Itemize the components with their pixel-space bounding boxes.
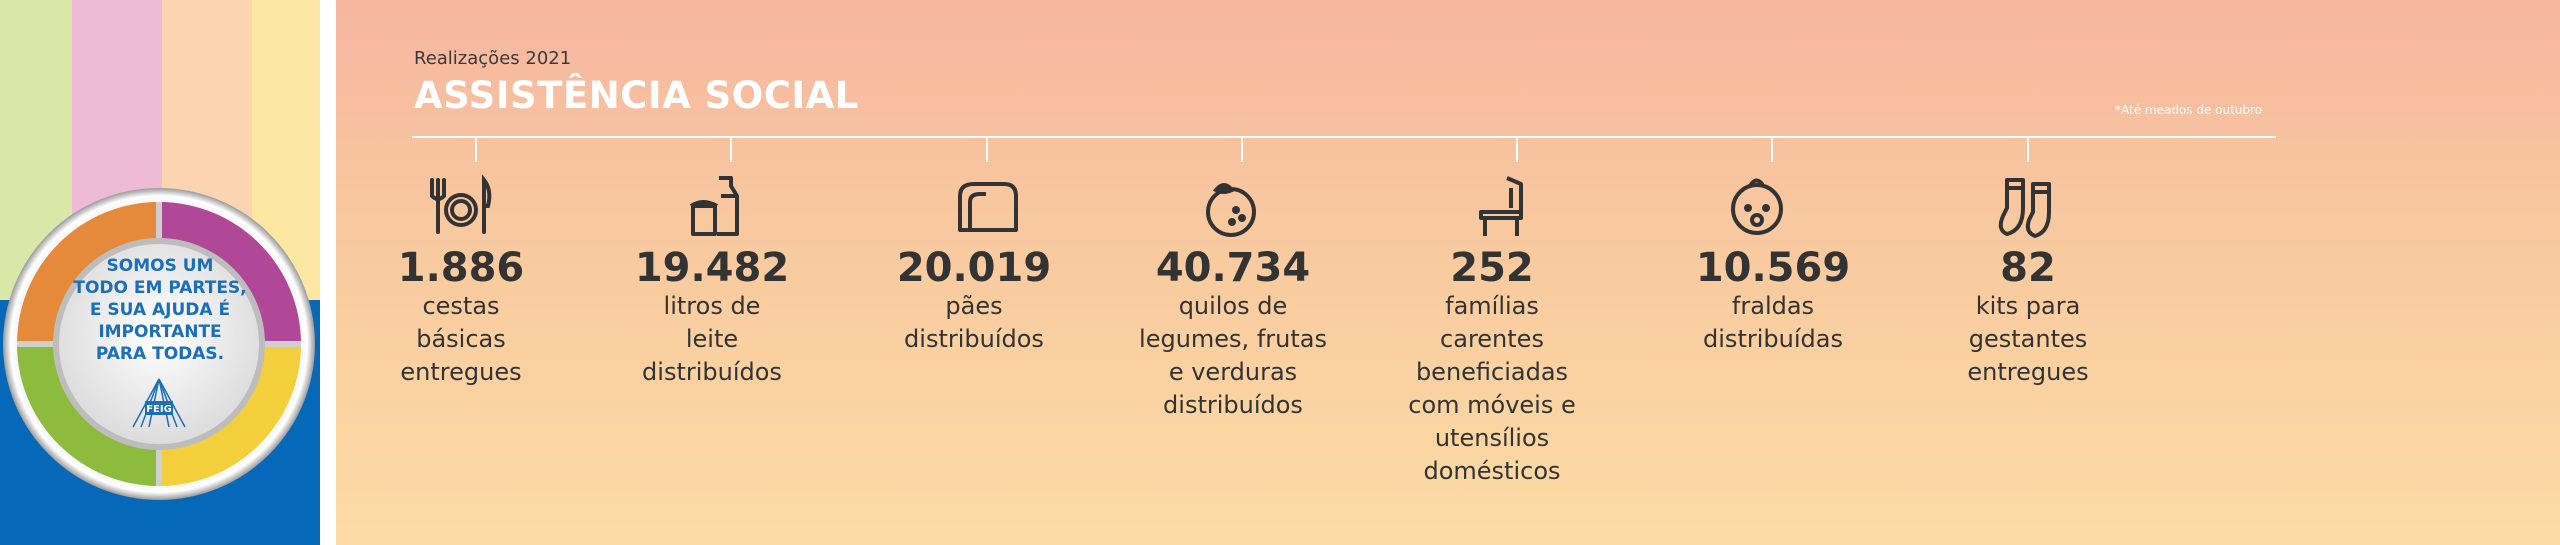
stat-label-line: famílias [1445,292,1539,320]
stat-item: 40.734 quilos de legumes, frutas e verdu… [1103,0,1363,422]
stat-label-line: distribuídos [1163,391,1303,419]
stat-item: 19.482 litros de leite distribuídos [582,0,842,389]
stat-item: 20.019 pães distribuídos [844,0,1104,356]
stat-label-line: e verduras [1168,358,1298,386]
stat-item: 1.886 cestas básicas entregues [331,0,591,389]
stat-value: 1.886 [397,245,525,291]
circle-text-line: IMPORTANTE [98,322,222,342]
timeline-tick [986,136,988,162]
stat-label-line: fraldas [1731,292,1815,320]
stat-value: 10.569 [1695,245,1851,291]
feig-logo-icon: FEIG [132,378,186,428]
footnote: *Até meados de outubro [2115,103,2263,117]
stat-label-line: entregues [1967,358,2089,386]
baby-face-icon [1722,172,1792,242]
stat-label-line: pães [945,292,1003,320]
stat-label-line: domésticos [1423,457,1561,485]
stat-label-line: distribuídas [1703,325,1843,353]
timeline-tick [1771,136,1773,162]
logo-text: FEIG [146,404,172,415]
stat-value: 19.482 [634,245,790,291]
stat-label-line: leite [685,325,739,353]
stat-label-line: com móveis e [1408,391,1576,419]
bread-icon [952,172,1022,242]
stat-value: 82 [2000,245,2056,291]
stat-label-line: legumes, frutas [1139,325,1327,353]
timeline-tick [730,136,732,162]
stat-item: 252 famílias carentes beneficiadas com m… [1362,0,1622,488]
timeline-tick [1241,136,1243,162]
stat-label-line: básicas [416,325,506,353]
panel-divider [320,0,336,545]
page-title: ASSISTÊNCIA SOCIAL [414,74,859,117]
chair-icon [1467,172,1537,242]
stat-label-line: gestantes [1968,325,2088,353]
page-subtitle: Realizações 2021 [414,48,572,69]
circle-message: SOMOS UM TODO EM PARTES, E SUA AJUDA É I… [70,255,250,365]
stat-label-line: cestas [422,292,500,320]
timeline-tick [2027,136,2029,162]
stat-label-line: quilos de [1178,292,1288,320]
stat-label-line: carentes [1440,325,1544,353]
circle-text-line: TODO EM PARTES, [73,278,247,298]
circle-text-line: SOMOS UM [106,256,214,276]
sidebar-panel: SOMOS UM TODO EM PARTES, E SUA AJUDA É I… [0,0,320,545]
orange-fruit-icon [1196,172,1266,242]
stat-label-line: beneficiadas [1415,358,1569,386]
stat-label-line: kits para [1975,292,2081,320]
timeline-tick [475,136,477,162]
stat-label-line: utensílios [1434,424,1550,452]
stat-label-line: entregues [400,358,522,386]
stat-item: 10.569 fraldas distribuídas [1643,0,1903,356]
puzzle-circle [3,188,315,500]
main-panel [336,0,2560,545]
timeline-line [412,136,2276,138]
stat-label-line: distribuídos [904,325,1044,353]
circle-text-line: E SUA AJUDA É [89,300,231,320]
stat-value: 20.019 [896,245,1052,291]
stat-value: 40.734 [1155,245,1311,291]
milk-bottle-icon [681,172,751,242]
stat-item: 82 kits para gestantes entregues [1898,0,2158,389]
plate-cutlery-icon [426,172,496,242]
stat-label-line: distribuídos [642,358,782,386]
socks-icon [1993,172,2063,242]
timeline-tick [1516,136,1518,162]
circle-text-line: PARA TODAS. [95,344,225,364]
stat-value: 252 [1450,245,1534,291]
stat-label-line: litros de [663,292,761,320]
